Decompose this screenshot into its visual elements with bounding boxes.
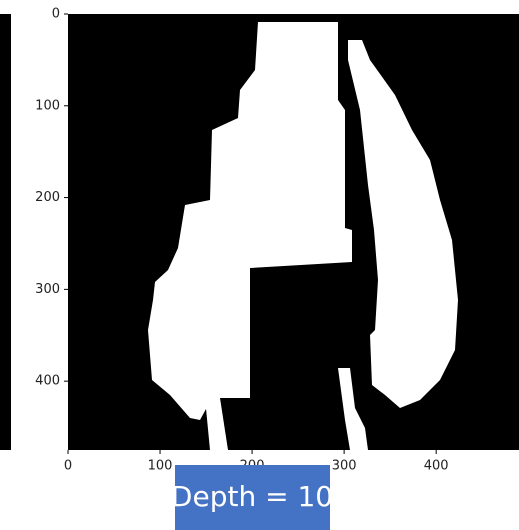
y-tick-label: 300 bbox=[35, 282, 60, 297]
x-tick-label: 0 bbox=[64, 459, 72, 474]
y-tick-label: 200 bbox=[35, 190, 60, 205]
chart: 01002003004000100200300400 Depth = 10 bbox=[0, 0, 519, 530]
x-tick-label: 300 bbox=[332, 459, 357, 474]
x-tick-label: 400 bbox=[424, 459, 449, 474]
annotation: Depth = 10 bbox=[171, 480, 333, 513]
image-panel bbox=[68, 14, 519, 450]
y-tick-label: 0 bbox=[52, 7, 60, 22]
y-tick-label: 100 bbox=[35, 98, 60, 113]
y-tick-label: 400 bbox=[35, 374, 60, 389]
neighbor-image-edge bbox=[0, 14, 11, 450]
x-tick-label: 100 bbox=[148, 459, 173, 474]
